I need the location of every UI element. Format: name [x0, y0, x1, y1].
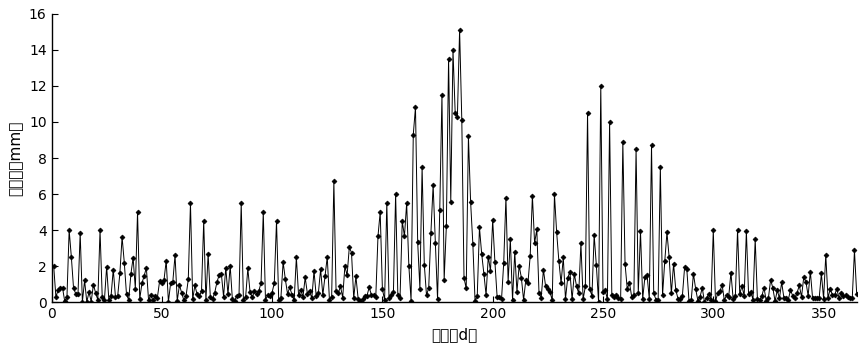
Y-axis label: 降雨量（mm）: 降雨量（mm）	[9, 120, 23, 196]
X-axis label: 时间（d）: 时间（d）	[431, 327, 477, 342]
